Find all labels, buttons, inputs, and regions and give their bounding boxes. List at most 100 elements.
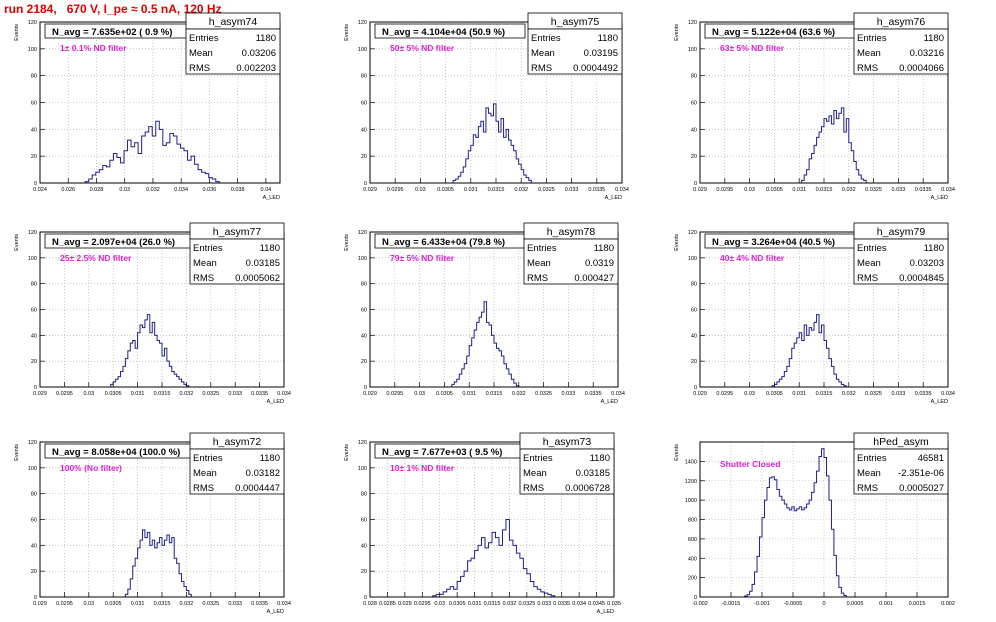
x-tick-label: 0.0335 [585, 391, 602, 397]
y-tick-label: 80 [691, 74, 697, 80]
histogram-series [744, 448, 847, 597]
x-tick-label: 0.0325 [865, 187, 882, 193]
y-tick-label: 60 [31, 518, 37, 524]
y-tick-label: 80 [31, 492, 37, 498]
stats-label: Entries [857, 33, 887, 44]
stats-label: RMS [193, 273, 214, 284]
y-tick-label: 0 [34, 181, 37, 187]
filter-annotation: 79± 5% ND filter [390, 253, 455, 263]
x-tick-label: 0.032 [842, 391, 856, 397]
x-tick-label: 0.0325 [518, 601, 535, 607]
stats-label: RMS [531, 63, 552, 74]
stats-value: 1180 [924, 33, 944, 44]
stats-box [523, 238, 619, 285]
x-tick-label: 0 [822, 601, 825, 607]
y-axis-label: Events [344, 234, 350, 251]
histogram-panel-h_asym77: 0.029 0.0295 0.03 0.0305 0.031 0.0315 0.032 0.0… [14, 222, 291, 405]
y-tick-label: 0 [364, 595, 367, 601]
y-tick-label: 100 [358, 466, 367, 472]
x-axis-label: A_LED [597, 609, 614, 615]
page-title: run 2184, 670 V, I_pe ≈ 0.5 nA, 120 Hz [4, 2, 222, 16]
stats-label: Mean [857, 468, 881, 479]
x-tick-label: 0.0345 [588, 601, 605, 607]
x-tick-label: 0.04 [261, 187, 272, 193]
stats-label: Mean [193, 468, 217, 479]
y-axis-label: Events [14, 24, 20, 41]
x-tick-label: 0.0295 [414, 601, 431, 607]
stats-label: Entries [193, 243, 223, 254]
y-tick-label: 800 [688, 518, 697, 524]
stats-value: 0.03185 [246, 258, 280, 269]
x-tick-label: 0.031 [131, 601, 145, 607]
x-tick-label: 0.0335 [915, 391, 932, 397]
y-tick-label: 20 [31, 359, 37, 365]
navg-header: N_avg = 7.677e+03 ( 9.5 %) [382, 447, 502, 458]
filter-annotation: 1± 0.1% ND filter [60, 43, 127, 53]
x-tick-label: 0.03 [744, 391, 755, 397]
histogram-panel-hPed_asym: -0.002 -0.0015 -0.001 -0.0005 0 0.0005 0.001 0.… [674, 432, 955, 607]
x-tick-label: 0.0005 [847, 601, 864, 607]
histogram-series [771, 314, 847, 387]
y-axis-label: Events [674, 234, 680, 251]
x-tick-label: 0.0305 [766, 391, 783, 397]
x-tick-label: 0.029 [363, 187, 377, 193]
y-tick-label: 40 [361, 127, 367, 133]
stats-title: h_asym72 [213, 436, 262, 448]
x-tick-label: 0.024 [33, 187, 47, 193]
stats-value: 0.0004066 [899, 63, 944, 74]
stats-title: h_asym76 [877, 16, 926, 28]
stats-value: 0.03203 [910, 258, 944, 269]
stats-label: RMS [523, 483, 544, 494]
stats-label: RMS [193, 483, 214, 494]
y-tick-label: 60 [361, 518, 367, 524]
y-tick-label: 600 [688, 537, 697, 543]
x-axis-label: A_LED [267, 399, 284, 405]
y-axis-label: Events [344, 24, 350, 41]
x-axis-label: A_LED [601, 399, 618, 405]
stats-value: 0.0005027 [899, 483, 944, 494]
y-tick-label: 120 [28, 440, 37, 446]
stats-label: Entries [531, 33, 561, 44]
x-tick-label: 0.03 [83, 391, 94, 397]
x-tick-label: 0.0315 [816, 187, 833, 193]
x-tick-label: 0.032 [503, 601, 517, 607]
y-tick-label: 20 [691, 154, 697, 160]
histogram-panel-h_asym76: 0.029 0.0295 0.03 0.0305 0.031 0.0315 0.032 0.0… [674, 12, 955, 201]
x-tick-label: 0.001 [879, 601, 893, 607]
y-tick-label: 80 [31, 282, 37, 288]
x-tick-label: 0.029 [398, 601, 412, 607]
y-tick-label: 60 [361, 101, 367, 107]
filter-annotation: 25± 2.5% ND filter [60, 253, 132, 263]
stats-label: Mean [523, 468, 547, 479]
y-tick-label: 100 [358, 256, 367, 262]
x-tick-label: 0.0305 [436, 391, 453, 397]
x-tick-label: -0.0005 [784, 601, 803, 607]
navg-header: N_avg = 7.635e+02 ( 0.9 %) [52, 27, 172, 38]
stats-box [527, 28, 623, 75]
x-tick-label: 0.029 [363, 391, 377, 397]
x-tick-label: 0.029 [33, 391, 47, 397]
x-tick-label: 0.03 [83, 601, 94, 607]
stats-label: Entries [189, 33, 219, 44]
y-tick-label: 0 [364, 385, 367, 391]
x-tick-label: 0.031 [131, 391, 145, 397]
stats-value: 1180 [260, 243, 280, 254]
x-tick-label: 0.032 [180, 391, 194, 397]
x-axis-label: A_LED [605, 195, 622, 201]
x-tick-label: 0.033 [562, 391, 576, 397]
y-tick-label: 40 [361, 333, 367, 339]
x-tick-label: 0.033 [892, 391, 906, 397]
navg-header-box [374, 23, 526, 39]
x-tick-label: 0.0315 [816, 391, 833, 397]
stats-value: 1180 [260, 453, 280, 464]
stats-value: 0.002203 [236, 63, 276, 74]
histogram-panel-h_asym79: 0.029 0.0295 0.03 0.0305 0.031 0.0315 0.032 0.0… [674, 222, 955, 405]
x-tick-label: 0.002 [941, 601, 955, 607]
x-tick-label: 0.0315 [488, 187, 505, 193]
x-tick-label: 0.0295 [56, 601, 73, 607]
x-tick-label: 0.029 [693, 187, 707, 193]
x-tick-label: 0.0015 [909, 601, 926, 607]
filter-annotation: 10± 1% ND filter [390, 463, 455, 473]
y-tick-label: 120 [688, 230, 697, 236]
